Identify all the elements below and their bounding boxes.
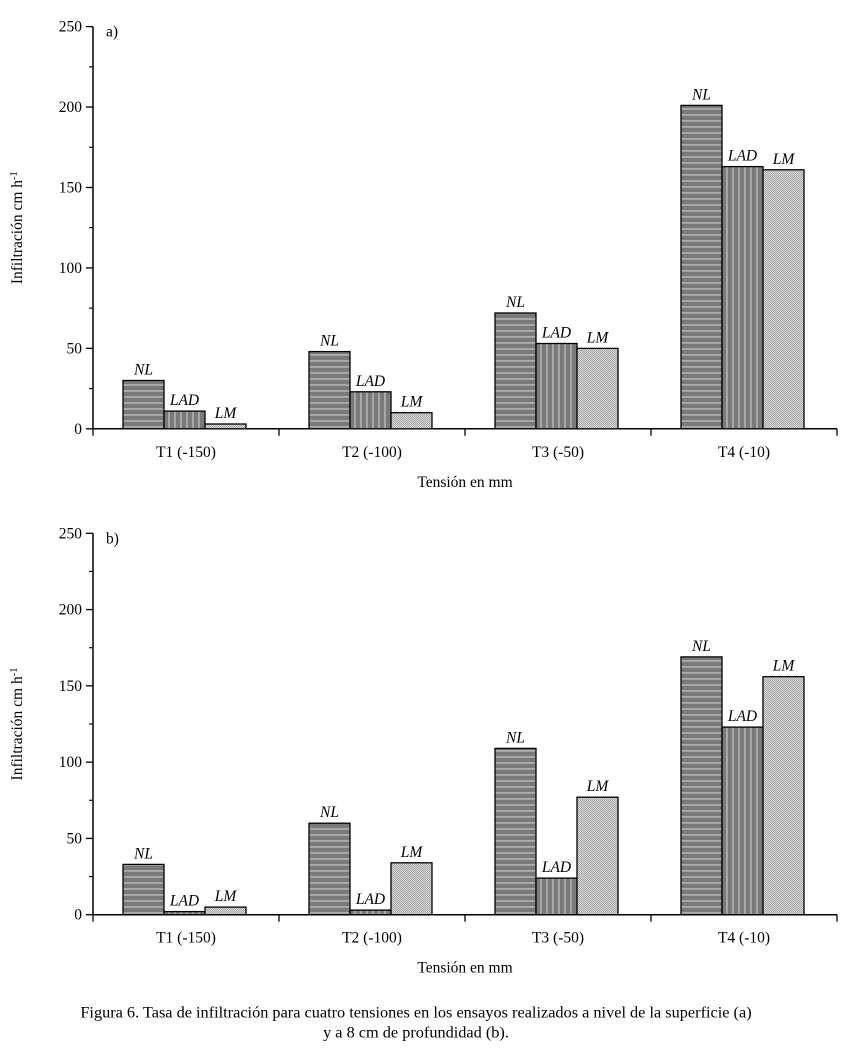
svg-text:LAD: LAD (727, 148, 757, 165)
svg-text:LM: LM (586, 778, 610, 795)
svg-text:LM: LM (772, 151, 796, 168)
svg-text:LM: LM (214, 405, 238, 422)
svg-text:Infiltración cm h-1: Infiltración cm h-1 (9, 171, 26, 284)
svg-text:50: 50 (67, 830, 83, 847)
svg-text:LM: LM (400, 844, 424, 861)
svg-text:T2 (-100): T2 (-100) (342, 930, 402, 947)
svg-text:Infiltración cm h-1: Infiltración cm h-1 (9, 668, 26, 781)
svg-text:b): b) (106, 530, 119, 547)
svg-text:LAD: LAD (727, 708, 757, 725)
svg-text:T3 (-50): T3 (-50) (532, 444, 584, 461)
svg-text:100: 100 (59, 754, 83, 771)
svg-text:LM: LM (772, 658, 796, 675)
svg-text:T2 (-100): T2 (-100) (342, 444, 402, 461)
svg-text:NL: NL (319, 333, 339, 350)
svg-text:NL: NL (691, 638, 711, 655)
svg-text:LM: LM (214, 888, 238, 905)
svg-text:NL: NL (505, 294, 525, 311)
svg-text:T1 (-150): T1 (-150) (156, 930, 216, 947)
svg-text:T1 (-150): T1 (-150) (156, 444, 216, 461)
svg-text:200: 200 (59, 602, 83, 619)
svg-text:y a 8 cm de profundidad (b).: y a 8 cm de profundidad (b). (323, 1023, 509, 1042)
svg-text:LAD: LAD (541, 859, 571, 876)
svg-text:NL: NL (319, 804, 339, 821)
svg-text:0: 0 (74, 421, 82, 438)
svg-text:NL: NL (691, 86, 711, 103)
svg-text:Tensión en mm: Tensión en mm (417, 474, 512, 491)
svg-text:LM: LM (586, 329, 610, 346)
svg-text:NL: NL (133, 845, 153, 862)
svg-text:LAD: LAD (169, 392, 199, 409)
svg-text:100: 100 (59, 260, 83, 277)
svg-text:Tensión en mm: Tensión en mm (417, 960, 512, 977)
svg-text:T4 (-10): T4 (-10) (718, 444, 770, 461)
svg-text:LAD: LAD (355, 891, 385, 908)
svg-text:50: 50 (67, 340, 83, 357)
svg-text:150: 150 (59, 678, 83, 695)
svg-text:Figura 6. Tasa de infiltración: Figura 6. Tasa de infiltración para cuat… (80, 1003, 751, 1022)
svg-text:LAD: LAD (169, 893, 199, 910)
svg-text:T3 (-50): T3 (-50) (532, 930, 584, 947)
svg-text:250: 250 (59, 19, 83, 36)
svg-text:NL: NL (505, 729, 525, 746)
svg-text:150: 150 (59, 179, 83, 196)
svg-text:a): a) (106, 24, 118, 41)
svg-text:LM: LM (400, 394, 424, 411)
svg-text:T4 (-10): T4 (-10) (718, 930, 770, 947)
svg-text:NL: NL (133, 362, 153, 379)
svg-text:0: 0 (74, 907, 82, 924)
svg-text:200: 200 (59, 99, 83, 116)
svg-text:LAD: LAD (541, 325, 571, 342)
svg-text:LAD: LAD (355, 373, 385, 390)
svg-text:250: 250 (59, 525, 83, 542)
